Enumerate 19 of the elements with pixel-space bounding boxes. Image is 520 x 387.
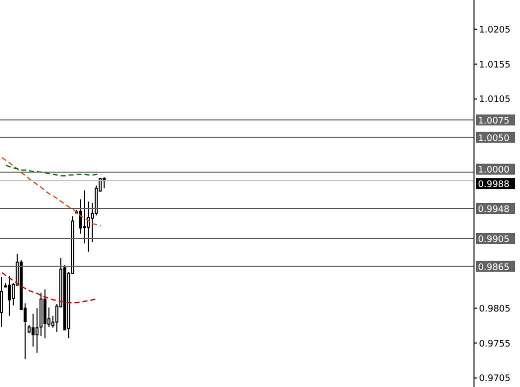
ref-line-label: 1.0075 [478, 116, 510, 126]
y-tick-label: 1.0155 [479, 60, 510, 70]
y-tick-label: 1.0105 [479, 95, 510, 106]
y-tick-label: 0.9705 [479, 374, 510, 384]
candlestick [79, 198, 82, 234]
ref-line-label: 0.9905 [478, 234, 510, 245]
y-tick-label: 1.0205 [479, 25, 510, 36]
candlestick [32, 313, 35, 348]
ref-line-label: 0.9865 [478, 262, 510, 273]
ref-line-label: 0.9988 [478, 180, 510, 190]
ref-line-label: 0.9948 [478, 204, 510, 215]
y-tick-label: 0.9805 [479, 304, 510, 314]
candlestick [86, 201, 90, 252]
candlestick [82, 190, 86, 244]
line-series [1, 272, 98, 304]
ref-line-label: 1.0000 [478, 166, 510, 176]
candlestick [8, 276, 11, 316]
y-tick-label: 0.9755 [479, 339, 510, 350]
ref-line-label: 1.0050 [478, 134, 510, 144]
